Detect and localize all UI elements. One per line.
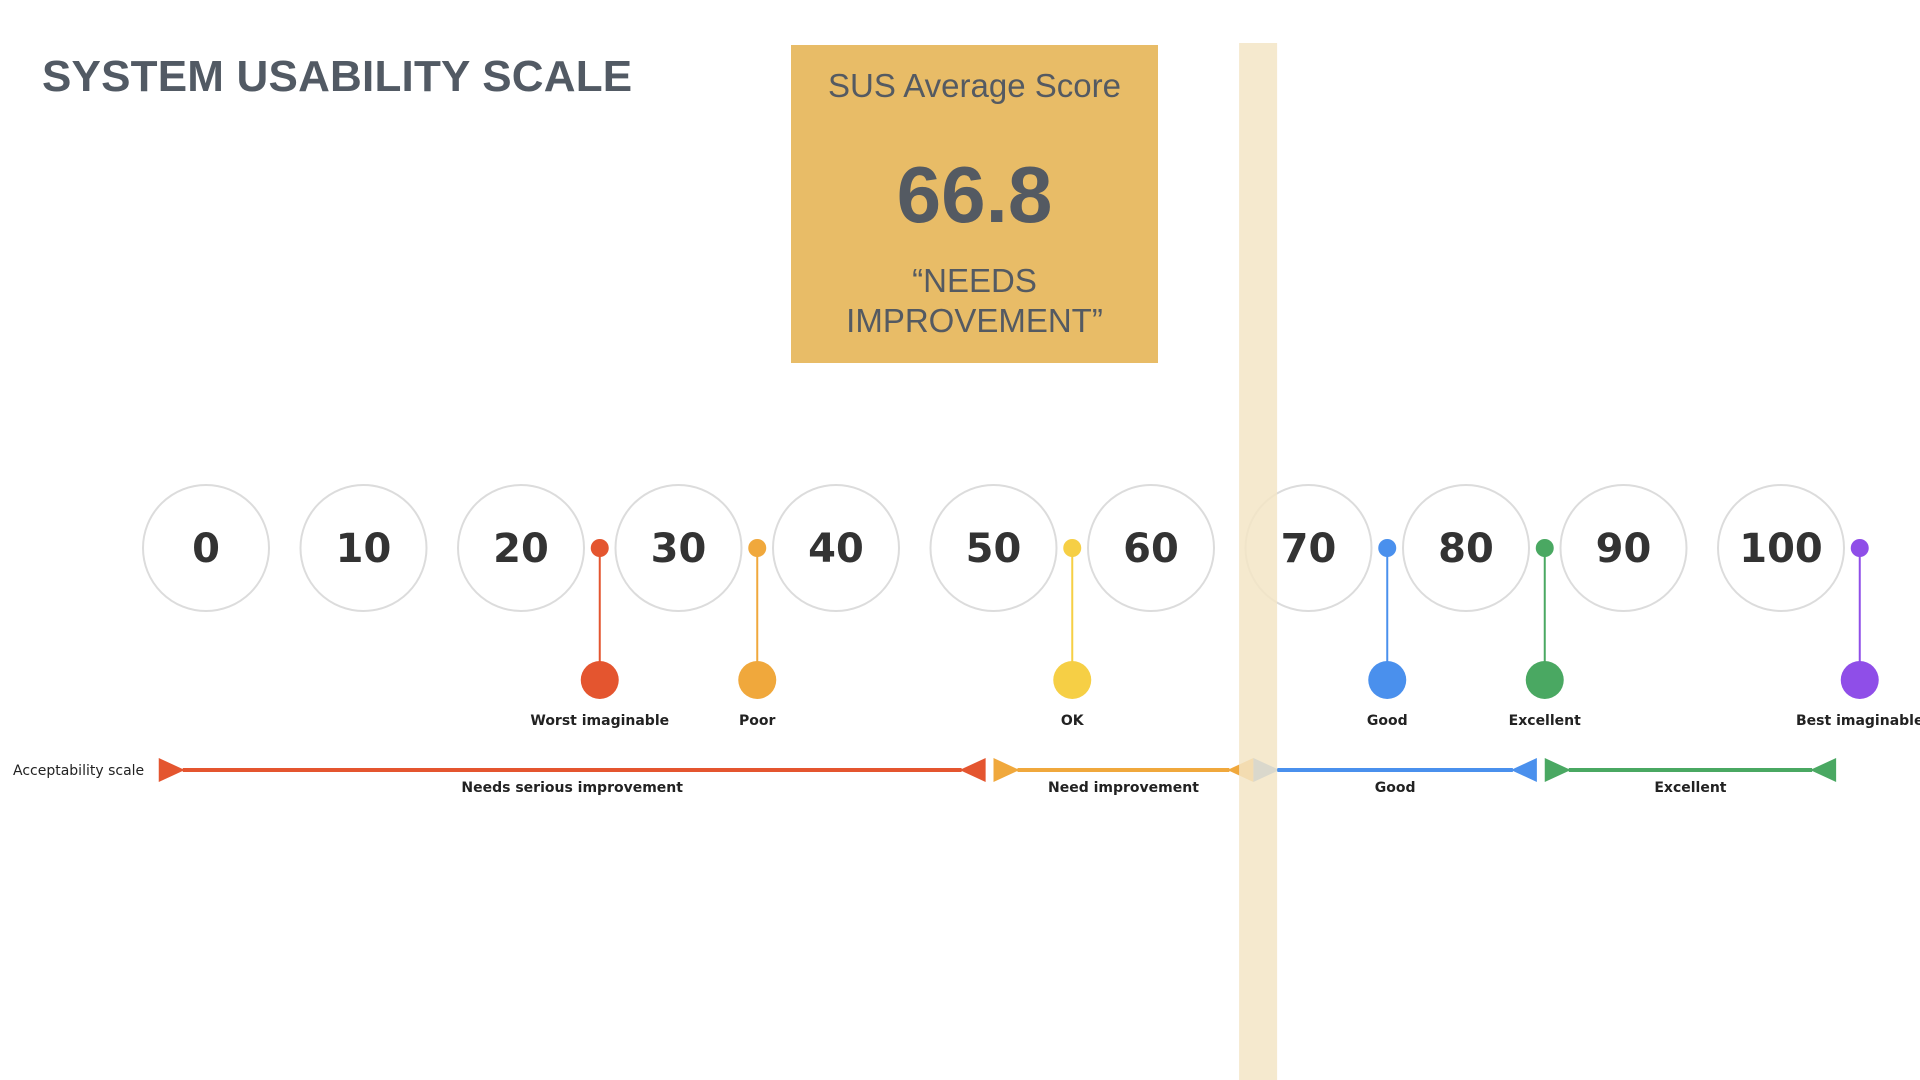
scale-tick-circle bbox=[1717, 484, 1845, 612]
acceptability-range-start-arrow bbox=[1544, 758, 1571, 782]
adjective-marker-dot bbox=[1840, 661, 1879, 699]
scale-tick-circle bbox=[1559, 484, 1688, 612]
score-card-label: SUS Average Score bbox=[828, 67, 1121, 104]
scale-tick-circle bbox=[142, 484, 270, 612]
scale-tick-circle bbox=[1087, 484, 1215, 612]
adjective-marker: Good bbox=[1367, 539, 1408, 729]
scale-tick: 100 bbox=[1717, 484, 1845, 612]
adjective-marker-dot bbox=[580, 661, 619, 699]
scale-tick-circle bbox=[457, 484, 585, 612]
adjective-marker-dot bbox=[738, 661, 777, 699]
adjective-marker: OK bbox=[1053, 539, 1092, 729]
scale-tick-circle bbox=[1402, 484, 1530, 612]
adjective-marker-small-dot bbox=[748, 539, 767, 557]
acceptability-range-label: Excellent bbox=[1654, 780, 1726, 796]
acceptability-range: Good bbox=[1253, 758, 1537, 796]
scale-tick-circle bbox=[929, 484, 1058, 612]
adjective-marker-small-dot bbox=[1850, 539, 1869, 557]
adjective-marker: Worst imaginable bbox=[530, 539, 669, 729]
scale-tick-label: 10 bbox=[336, 526, 392, 572]
scale-tick-circle bbox=[614, 484, 743, 612]
adjective-marker-small-dot bbox=[1063, 539, 1082, 557]
scale-tick: 10 bbox=[299, 484, 428, 612]
adjective-marker: Poor bbox=[738, 539, 777, 729]
acceptability-range-end-arrow bbox=[959, 758, 986, 782]
scale-tick-circle bbox=[299, 484, 428, 612]
acceptability-range-label: Need improvement bbox=[1048, 780, 1199, 796]
scale-tick-label: 0 bbox=[192, 526, 220, 572]
scale-tick-circle bbox=[772, 484, 900, 612]
score-card: SUS Average Score 66.8 “NEEDS IMPROVEMEN… bbox=[791, 45, 1158, 363]
adjective-marker-small-dot bbox=[590, 539, 609, 557]
adjective-marker-dot bbox=[1053, 661, 1092, 699]
adjective-marker-label: Worst imaginable bbox=[530, 713, 669, 729]
scale-tick: 40 bbox=[772, 484, 900, 612]
scale-tick: 30 bbox=[614, 484, 743, 612]
acceptability-range-label: Needs serious improvement bbox=[461, 780, 683, 796]
scale-tick-label: 30 bbox=[651, 526, 707, 572]
scale-tick-label: 40 bbox=[808, 526, 864, 572]
adjective-marker-label: Good bbox=[1367, 713, 1408, 729]
acceptability-scale-label: Acceptability scale bbox=[13, 763, 144, 779]
adjective-marker-label: Poor bbox=[739, 713, 775, 729]
acceptability-range: Needs serious improvement bbox=[158, 758, 986, 796]
adjective-marker-label: Excellent bbox=[1509, 713, 1581, 729]
scale-tick-label: 90 bbox=[1596, 526, 1652, 572]
adjective-marker: Best imaginable bbox=[1796, 539, 1920, 729]
scale-tick: 60 bbox=[1087, 484, 1215, 612]
score-card-rating: “NEEDS IMPROVEMENT” bbox=[846, 262, 1103, 339]
scale-tick-label: 70 bbox=[1281, 526, 1337, 572]
acceptability-range: Need improvement bbox=[993, 758, 1254, 796]
scale-tick: 0 bbox=[142, 484, 270, 612]
scale-tick: 50 bbox=[929, 484, 1058, 612]
score-indicator-band bbox=[1239, 43, 1278, 1080]
scale-tick: 20 bbox=[457, 484, 585, 612]
acceptability-range: Excellent bbox=[1544, 758, 1837, 796]
scale-tick: 90 bbox=[1559, 484, 1688, 612]
acceptability-range-end-arrow bbox=[1510, 758, 1537, 782]
page-title: SYSTEM USABILITY SCALE bbox=[42, 52, 633, 101]
acceptability-range-end-arrow bbox=[1810, 758, 1837, 782]
adjective-marker-dot bbox=[1368, 661, 1407, 699]
scale-tick-label: 100 bbox=[1739, 526, 1823, 572]
adjective-marker-label: OK bbox=[1061, 713, 1085, 729]
scale-tick-label: 20 bbox=[493, 526, 549, 572]
score-card-value: 66.8 bbox=[896, 150, 1053, 239]
scale-tick: 80 bbox=[1402, 484, 1530, 612]
scale-tick-label: 80 bbox=[1438, 526, 1494, 572]
scale-tick-label: 60 bbox=[1123, 526, 1179, 572]
acceptability-range-label: Good bbox=[1375, 780, 1416, 796]
scale-tick-label: 50 bbox=[966, 526, 1022, 572]
adjective-marker-label: Best imaginable bbox=[1796, 713, 1920, 729]
adjective-marker-small-dot bbox=[1535, 539, 1554, 557]
acceptability-range-start-arrow bbox=[993, 758, 1020, 782]
adjective-marker-small-dot bbox=[1378, 539, 1397, 557]
adjective-marker-dot bbox=[1525, 661, 1564, 699]
acceptability-range-start-arrow bbox=[158, 758, 185, 782]
adjective-marker: Excellent bbox=[1509, 539, 1581, 729]
